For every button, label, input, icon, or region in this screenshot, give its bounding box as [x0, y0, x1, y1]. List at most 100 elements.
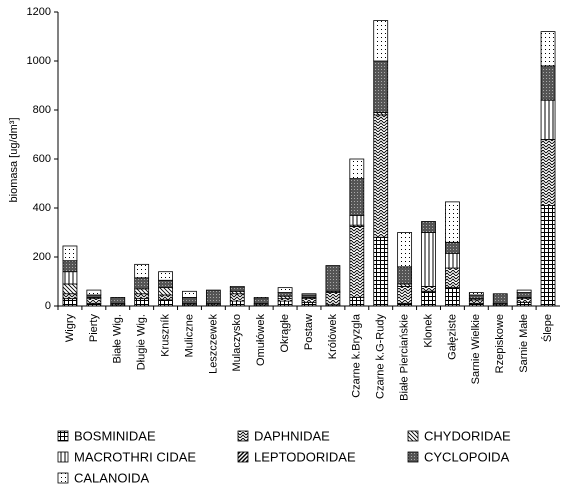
x-tick-label: Mulaczysko: [231, 314, 243, 371]
bar-segment: [421, 285, 436, 292]
bar-segment: [445, 287, 460, 307]
x-tick-label: Kruszník: [159, 314, 171, 357]
bar-segment: [301, 301, 317, 307]
bar-segment: [397, 266, 413, 285]
bar-segment: [373, 114, 389, 238]
legend-label: LEPTODORIDAE: [254, 449, 356, 464]
bar-segment: [158, 287, 173, 296]
bar-segment: [492, 293, 508, 304]
bar-segment: [325, 265, 341, 292]
legend-swatch: [407, 451, 419, 463]
bar-segment: [349, 225, 365, 298]
bar-segment: [182, 290, 197, 298]
bar-segment: [540, 99, 556, 140]
bar-segment: [445, 241, 460, 254]
legend-label: CALANOIDA: [74, 470, 149, 485]
bar-segment: [158, 279, 173, 289]
x-tick-label: Leszczewek: [207, 314, 219, 374]
bar-segment: [277, 300, 293, 307]
bar-segment: [468, 299, 484, 304]
bar-segment: [540, 31, 556, 67]
bar-segment: [229, 300, 245, 307]
bar-segment: [277, 287, 293, 293]
x-tick-label: Gałęziste: [446, 314, 458, 360]
bar-segment: [62, 260, 78, 273]
legend-label: DAPHNIDAE: [254, 428, 330, 443]
bar-segment: [62, 293, 78, 300]
bar-segment: [468, 292, 484, 296]
bar-segment: [110, 297, 126, 304]
y-tick-label: 1200: [27, 6, 51, 18]
bar-segment: [62, 283, 78, 295]
y-tick-label: 600: [33, 153, 51, 165]
bar-segment: [397, 285, 413, 304]
bar-segment: [134, 293, 150, 300]
x-tick-label: Wigry: [64, 314, 76, 343]
x-tick-label: Białe Wig.: [112, 314, 124, 364]
bar-segment: [421, 232, 436, 287]
bar-segment: [158, 294, 173, 301]
bar-segment: [540, 205, 556, 307]
bar-segment: [516, 298, 532, 303]
bar-segment: [516, 289, 532, 293]
bar-segment: [62, 271, 78, 285]
bar-segment: [86, 289, 102, 296]
x-tick-label: Rzepiskowe: [494, 314, 506, 373]
bar-segment: [373, 60, 389, 113]
y-tick-label: 800: [33, 104, 51, 116]
x-tick-label: Czarne k.Bryzgla: [351, 313, 363, 398]
y-axis-label: biomasa [ug/dm³]: [8, 118, 20, 203]
x-tick-label: Okrągłe: [279, 314, 291, 353]
bar-segment: [134, 263, 150, 279]
bar-segment: [373, 20, 389, 62]
y-tick-label: 0: [45, 300, 51, 312]
x-tick-label: Ślepe: [541, 314, 554, 342]
x-tick-label: Sarnie Wielkie: [470, 314, 482, 384]
bar-segment: [445, 201, 460, 243]
x-tick-label: Czarne k.G-Rudy: [375, 314, 387, 399]
bar-segment: [397, 232, 413, 268]
bar-segment: [158, 271, 173, 281]
bar-segment: [468, 294, 484, 300]
bar-segment: [445, 252, 460, 269]
y-tick-label: 200: [33, 251, 51, 263]
legend-label: MACROTHRI CIDAE: [74, 449, 196, 464]
bar-segment: [182, 297, 197, 304]
bar-segment: [134, 277, 150, 290]
bar-segment: [62, 245, 78, 262]
bar-segment: [349, 214, 365, 226]
x-tick-label: Pierty: [88, 314, 100, 343]
bar-segment: [62, 298, 78, 307]
legend-swatch: [407, 430, 419, 442]
bar-segment: [158, 299, 173, 307]
bar-segment: [301, 293, 317, 296]
legend-swatch: [57, 430, 69, 442]
x-tick-label: Królówek: [327, 314, 339, 360]
bar-segment: [349, 297, 365, 307]
legend-swatch: [237, 451, 249, 463]
bar-segment: [253, 297, 269, 300]
bar-segment: [516, 301, 532, 307]
x-tick-label: Postaw: [303, 314, 315, 350]
bar-segment: [229, 287, 245, 292]
bar-segment: [277, 292, 293, 297]
y-tick-label: 1000: [27, 55, 51, 67]
bar-segment: [445, 267, 460, 289]
legend-label: CYCLOPOIDA: [424, 449, 510, 464]
bar-segment: [349, 158, 365, 180]
bar-segment: [349, 178, 365, 216]
bar-segment: [516, 292, 532, 298]
x-tick-label: Muliczne: [183, 314, 195, 357]
bar-segment: [253, 298, 269, 304]
bar-segment: [421, 290, 436, 307]
bar-segment: [86, 298, 102, 304]
legend-label: BOSMINIDAE: [74, 428, 156, 443]
bar-segment: [301, 298, 317, 303]
legend-swatch: [57, 451, 69, 463]
legend-label: CHYDORIDAE: [424, 428, 511, 443]
legend-swatch: [237, 430, 249, 442]
bar-segment: [540, 138, 556, 206]
bar-segment: [373, 236, 389, 307]
y-tick-label: 400: [33, 202, 51, 214]
